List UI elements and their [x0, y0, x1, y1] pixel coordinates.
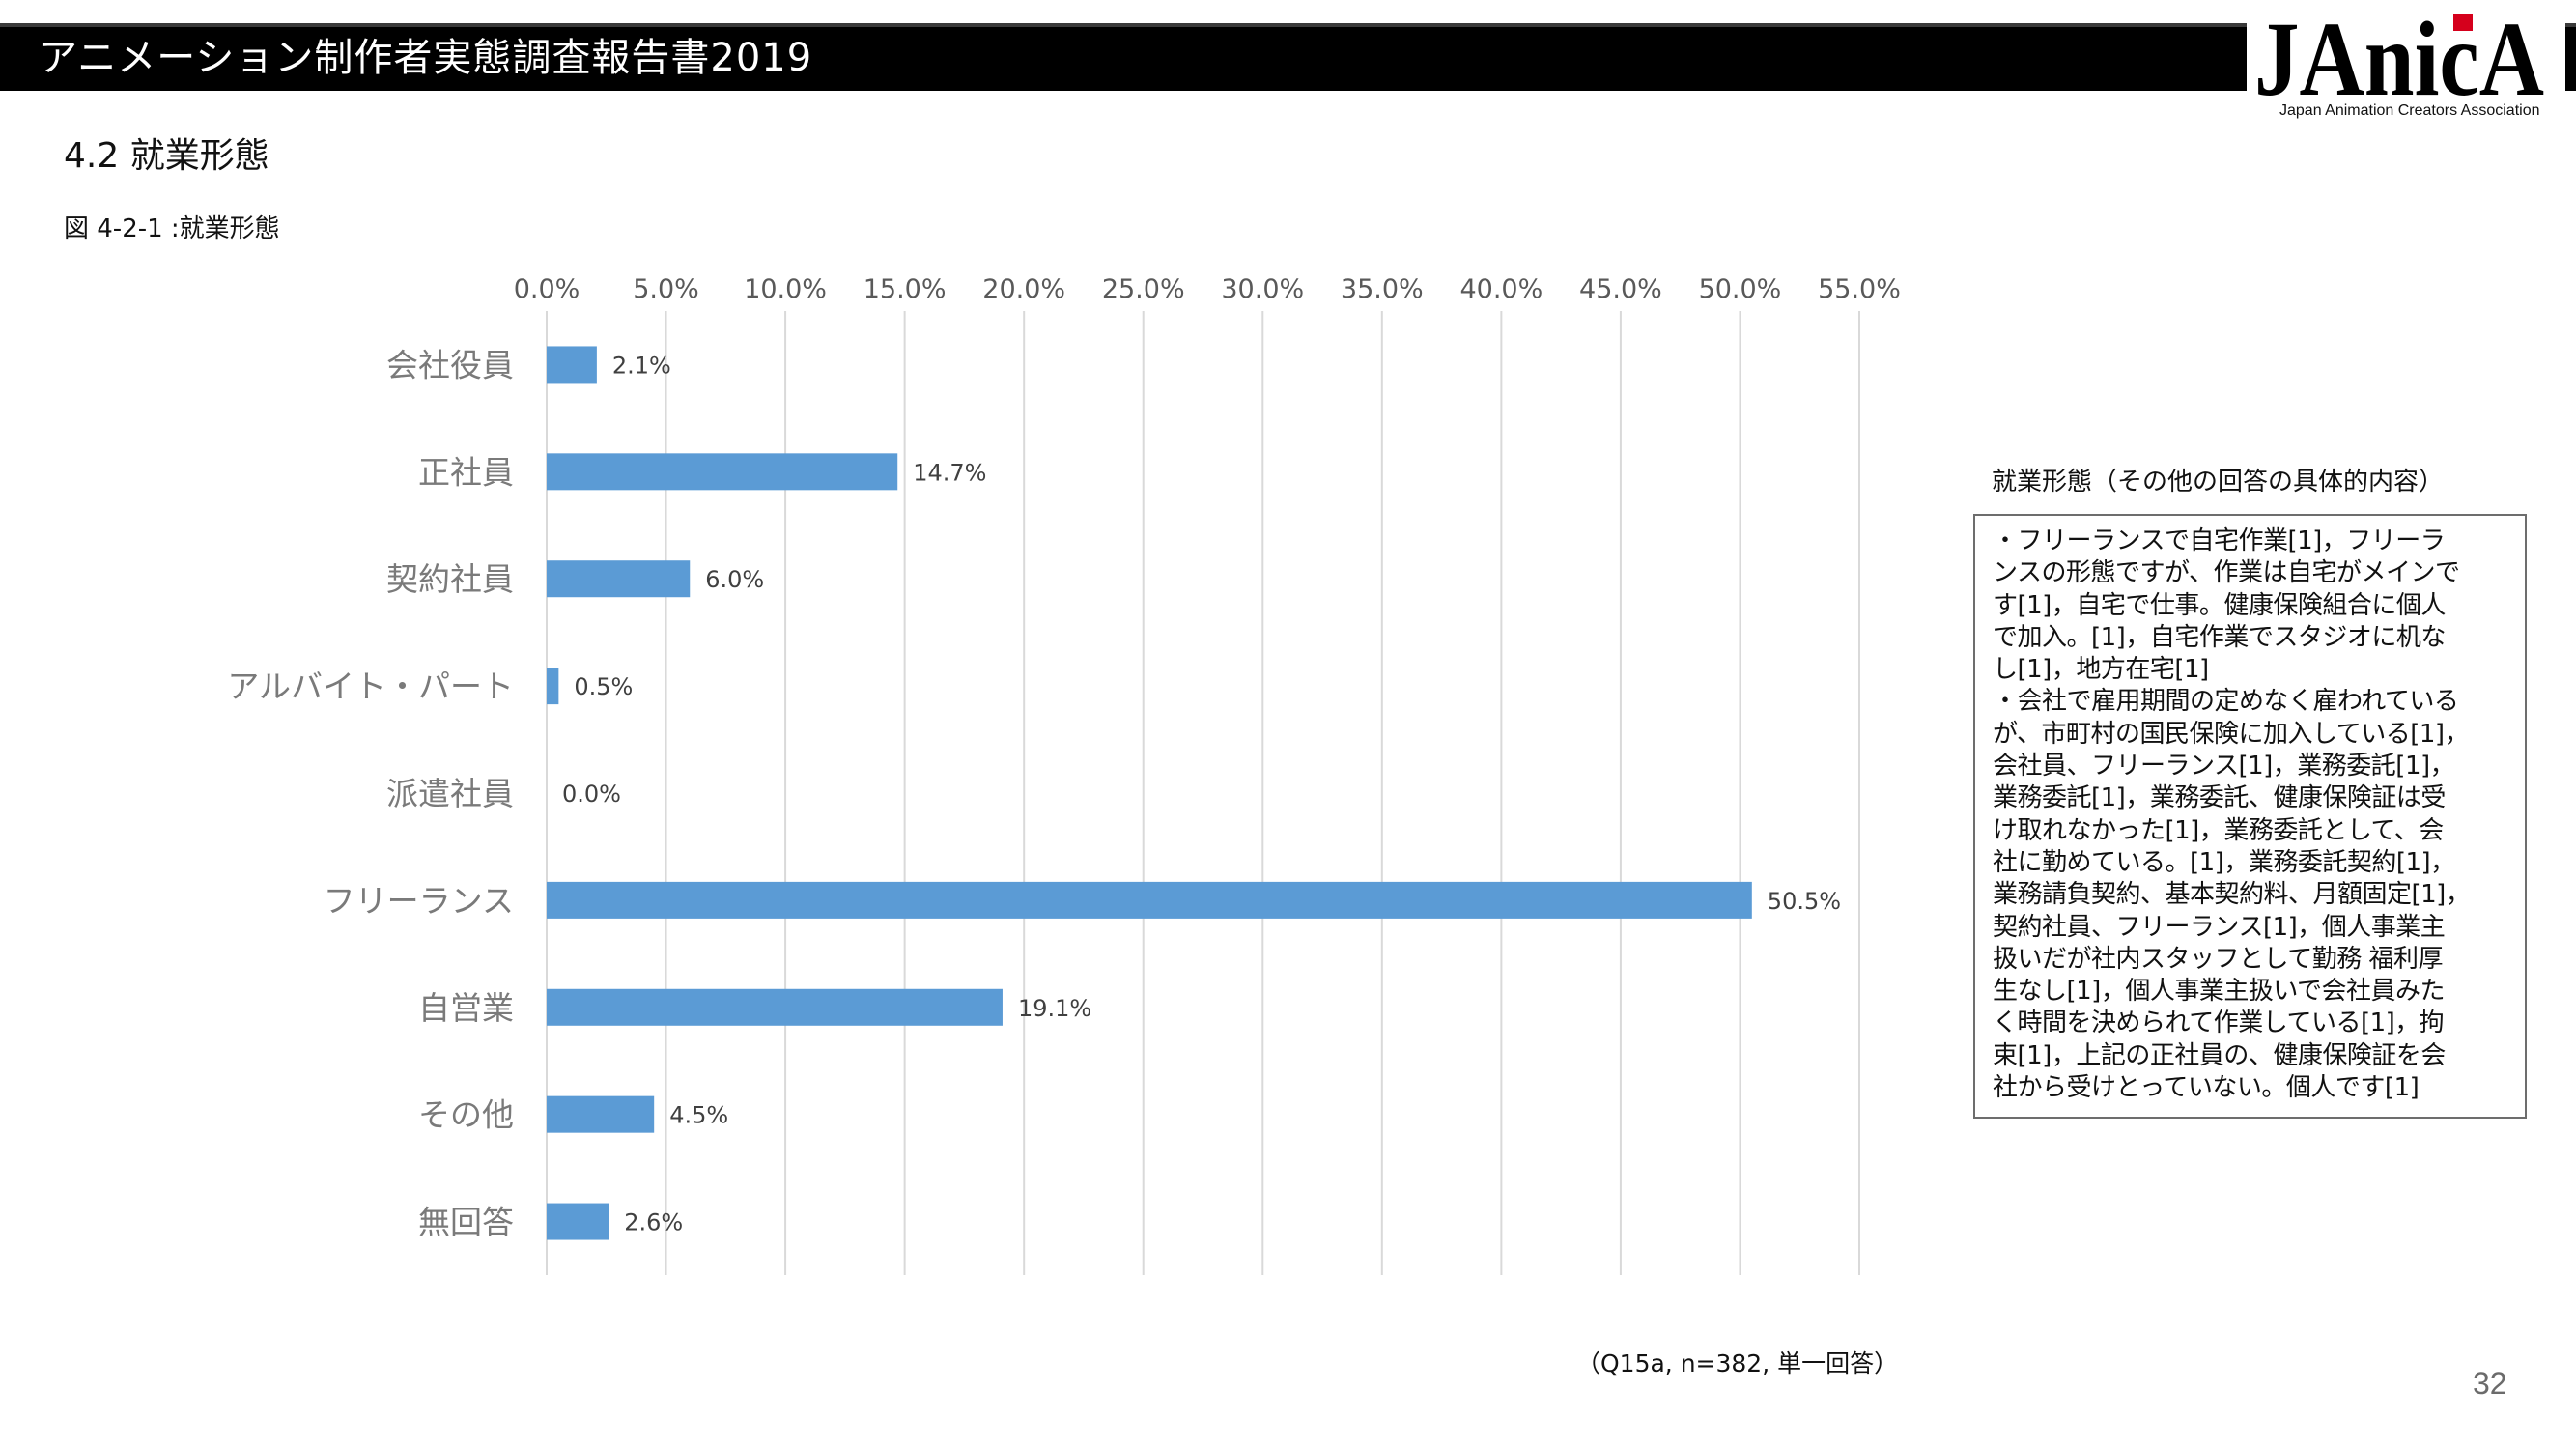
figure-title: 図 4-2-1 :就業形態: [64, 214, 280, 243]
note-line: で加入。[1]，自宅作業でスタジオに机な: [1993, 622, 2446, 652]
note-line: く時間を決められて作業している[1]，拘: [1993, 1009, 2445, 1038]
survey-footnote: （Q15a, n=382, 単一回答）: [1576, 1350, 1899, 1378]
note-line: 社に勤めている。[1]，業務委託契約[1]，: [1993, 847, 2455, 877]
data-label: 6.0%: [705, 566, 764, 593]
document-title: アニメーション制作者実態調査報告書2019: [39, 36, 813, 80]
category-label: 契約社員: [386, 560, 514, 598]
other-answers-box: ・フリーランスで自宅作業[1]，フリーラ ンスの形態ですが、作業は自宅がメインです…: [1973, 514, 2527, 1119]
x-tick-label: 10.0%: [744, 274, 827, 304]
employment-bar-chart: 0.0% 5.0% 10.0% 15.0% 20.0% 25.0% 30.0% 35.0% 40…: [227, 274, 1901, 1275]
x-tick-label: 15.0%: [863, 274, 947, 304]
x-tick-label: 0.0%: [514, 274, 580, 304]
note-line: 会社員、フリーランス[1]，業務委託[1]，: [1993, 752, 2455, 781]
x-tick-label: 45.0%: [1579, 274, 1662, 304]
janica-logo: JAnicA Japan Animation Creators Associat…: [2247, 8, 2565, 128]
category-label: 派遣社員: [386, 775, 514, 812]
note-line: 生なし[1]，個人事業主扱いで会社員みた: [1993, 977, 2446, 1007]
x-tick-label: 20.0%: [982, 274, 1065, 304]
bar: [547, 881, 1752, 919]
note-line: 業務委託[1]，業務委託、健康保険証は受: [1993, 783, 2446, 813]
note-line: 契約社員、フリーランス[1]，個人事業主: [1993, 912, 2446, 942]
x-tick-label: 35.0%: [1341, 274, 1424, 304]
x-tick-label: 30.0%: [1221, 274, 1304, 304]
x-tick-label: 5.0%: [633, 274, 699, 304]
note-line: ・会社で雇用期間の定めなく雇われている: [1993, 687, 2459, 717]
category-label: 会社役員: [386, 346, 514, 384]
data-label: 4.5%: [669, 1102, 728, 1129]
data-label: 2.1%: [612, 352, 671, 379]
page-number: 32: [2473, 1366, 2507, 1401]
data-label: 14.7%: [913, 459, 986, 486]
x-tick-label: 25.0%: [1102, 274, 1185, 304]
data-label: 0.0%: [562, 781, 621, 808]
category-label: フリーランス: [324, 882, 514, 920]
data-label: 2.6%: [624, 1209, 683, 1236]
note-line: す[1]，自宅で仕事。健康保険組合に個人: [1993, 590, 2446, 620]
logo-wordmark-text: JAnicA: [2254, 8, 2544, 104]
x-tick-label: 50.0%: [1699, 274, 1782, 304]
category-label: 自営業: [418, 989, 514, 1027]
other-answers-heading: 就業形態（その他の回答の具体的内容）: [1992, 468, 2445, 497]
bar: [547, 346, 597, 384]
note-line: 扱いだが社内スタッフとして勤務 福利厚: [1993, 944, 2444, 974]
bar: [547, 1203, 609, 1240]
bar: [547, 668, 559, 705]
x-tick-label: 40.0%: [1459, 274, 1543, 304]
bar: [547, 560, 691, 598]
note-line: し[1]，地方在宅[1]: [1993, 655, 2209, 685]
category-label: 正社員: [418, 453, 514, 491]
data-label: 19.1%: [1018, 995, 1091, 1022]
x-tick-label: 55.0%: [1818, 274, 1901, 304]
data-label: 0.5%: [574, 673, 633, 700]
note-line: 束[1]，上記の正社員の、健康保険証を会: [1993, 1040, 2446, 1070]
note-line: ・フリーランスで自宅作業[1]，フリーラ: [1993, 526, 2446, 555]
bar: [547, 453, 898, 491]
bar: [547, 988, 1003, 1026]
note-line: ンスの形態ですが、作業は自宅がメインで: [1993, 558, 2460, 588]
note-line: が、市町村の国民保険に加入している[1]，: [1993, 719, 2470, 749]
logo-tagline: Japan Animation Creators Association: [2279, 102, 2540, 119]
header-bar: [0, 23, 2576, 91]
data-label: 50.5%: [1768, 888, 1841, 915]
janica-wordmark: JAnicA: [2254, 8, 2544, 104]
bar: [547, 1095, 655, 1133]
category-label: その他: [418, 1096, 514, 1134]
logo-accent-square: [2453, 14, 2473, 31]
section-title: 4.2 就業形態: [64, 136, 269, 176]
category-label: アルバイト・パート: [227, 668, 514, 705]
note-line: け取れなかった[1]，業務委託として、会: [1993, 815, 2444, 845]
note-line: 業務請負契約、基本契約料、月額固定[1]，: [1993, 880, 2471, 910]
category-label: 無回答: [418, 1204, 514, 1241]
note-line: 社から受けとっていない。個人です[1]: [1993, 1073, 2420, 1103]
